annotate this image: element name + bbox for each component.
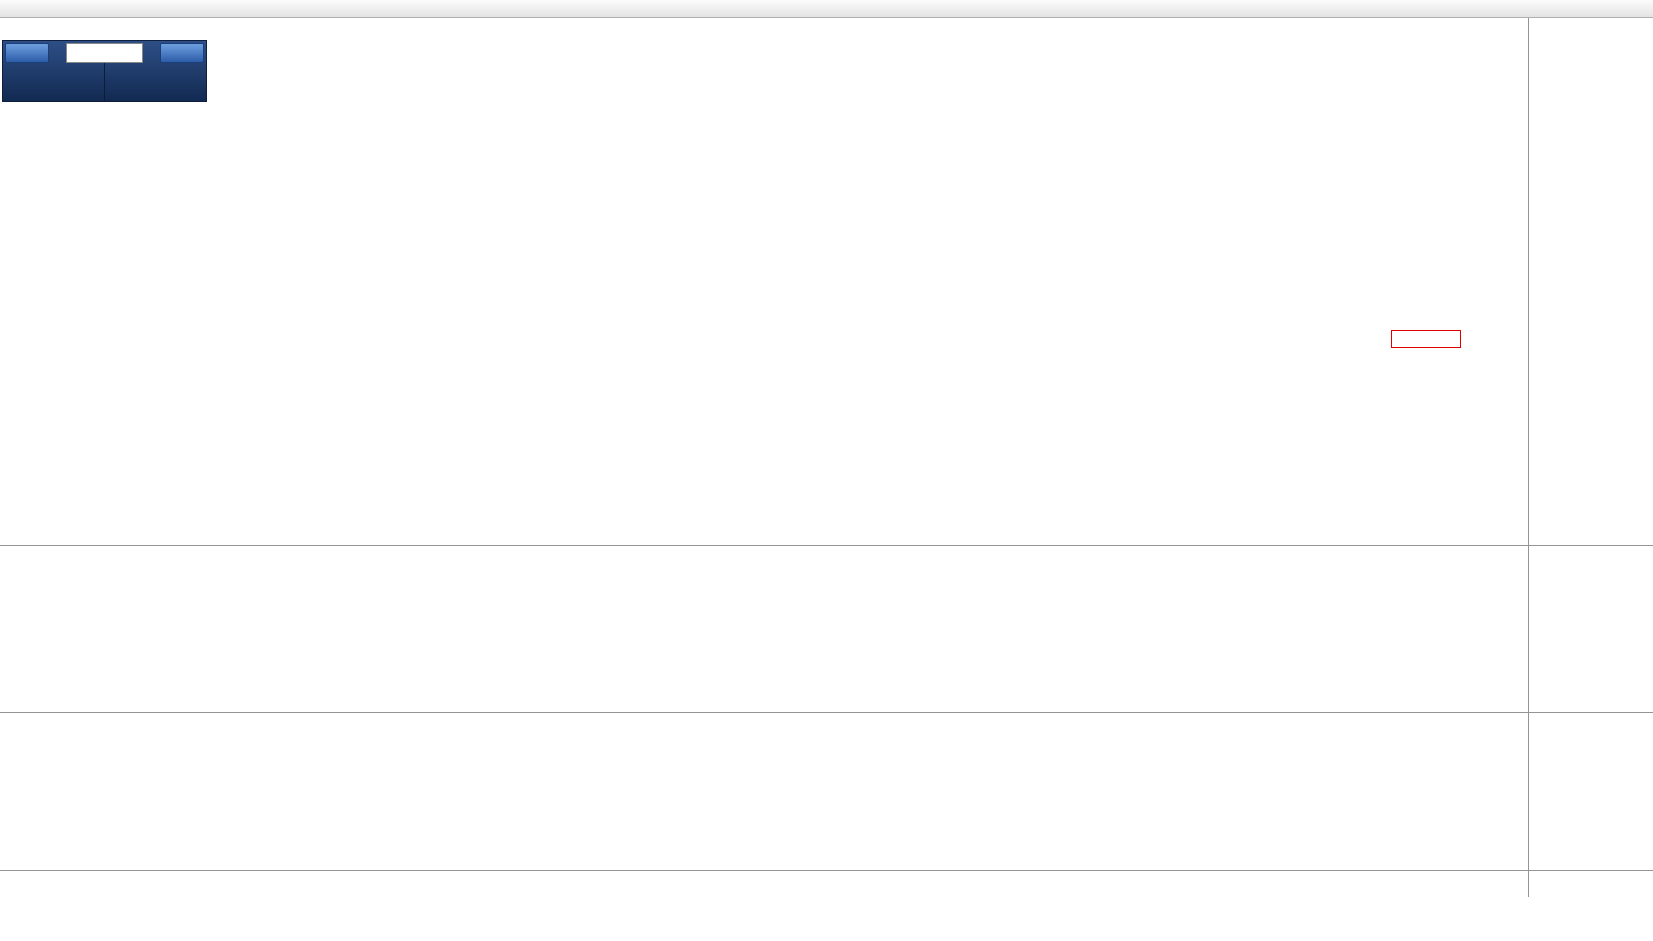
buy-price-display[interactable] xyxy=(104,63,206,101)
trade-panel-prices xyxy=(3,63,206,101)
macd-canvas[interactable] xyxy=(0,547,1528,712)
chart-window xyxy=(0,18,1653,941)
price-axis[interactable] xyxy=(1528,18,1653,897)
sell-button[interactable] xyxy=(5,43,49,63)
trade-panel-controls xyxy=(3,41,206,63)
volume-increase-button[interactable] xyxy=(145,43,158,63)
buy-button[interactable] xyxy=(160,43,204,63)
price-chart-canvas[interactable] xyxy=(0,18,1528,545)
macd-indicator-pane xyxy=(0,545,1653,712)
rsi-canvas[interactable] xyxy=(0,714,1528,870)
volume-input[interactable] xyxy=(66,43,143,63)
price-chart-pane xyxy=(0,18,1653,545)
main-toolbar xyxy=(0,0,1653,18)
one-click-trading-panel xyxy=(2,40,207,102)
support-price-label[interactable] xyxy=(1391,330,1461,348)
date-axis[interactable] xyxy=(0,870,1653,896)
volume-decrease-button[interactable] xyxy=(51,43,64,63)
rsi-indicator-pane xyxy=(0,712,1653,870)
sell-price-display[interactable] xyxy=(3,63,104,101)
